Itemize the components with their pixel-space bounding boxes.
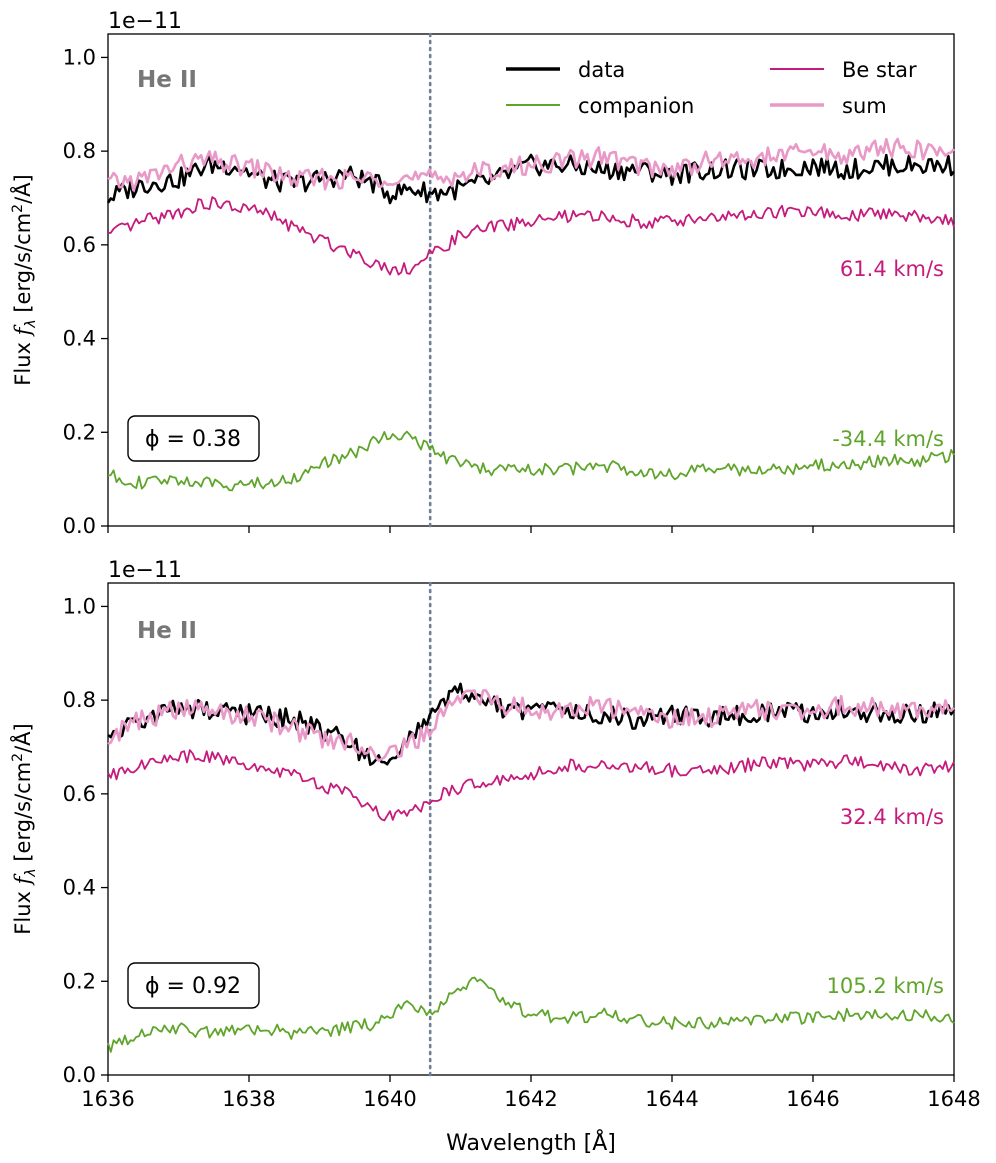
panel-bottom: 1e−11 0.0 0.2 0.4 0.6 0.8 1.0 1636 1638 1640 164… xyxy=(9,558,981,1111)
series-line-companion xyxy=(107,430,955,492)
x-ticks: 1636 1638 1640 1642 1644 1646 1648 xyxy=(81,1075,981,1111)
phase-box xyxy=(127,962,260,1009)
y-tick-label: 0.2 xyxy=(63,969,96,993)
x-tick-label: 1638 xyxy=(222,1087,275,1111)
legend: data Be star companion sum xyxy=(506,58,917,118)
y-ticks: 0.0 0.2 0.4 0.6 0.8 1.0 xyxy=(63,45,108,538)
y-axis-label-group: Flux fλ [erg/s/cm2/Å] xyxy=(9,723,39,934)
series-line-be-star xyxy=(107,749,955,822)
y-tick-label: 0.8 xyxy=(63,139,96,163)
panel-top: 1e−11 0.0 0.2 0.4 0.6 0.8 1.0 Flux fλ [erg/s/… xyxy=(9,9,956,538)
companion-velocity: 105.2 km/s xyxy=(827,974,944,998)
series-lines xyxy=(107,682,956,1053)
phase-label: ϕ = 0.92 xyxy=(145,974,241,999)
legend-companion-label: companion xyxy=(578,94,694,118)
x-ticks xyxy=(107,526,955,533)
phase-box xyxy=(127,415,260,462)
legend-data-label: data xyxy=(578,58,625,82)
y-tick-label: 0.4 xyxy=(63,876,96,900)
y-tick-label: 0.2 xyxy=(63,420,96,444)
x-tick-label: 1646 xyxy=(786,1087,839,1111)
y-ticks: 0.0 0.2 0.4 0.6 0.8 1.0 xyxy=(63,594,108,1087)
y-tick-label: 0.8 xyxy=(63,688,96,712)
x-tick-label: 1648 xyxy=(927,1087,980,1111)
phase-label: ϕ = 0.38 xyxy=(145,427,241,452)
offset-text: 1e−11 xyxy=(108,558,182,583)
legend-sum-label: sum xyxy=(842,94,887,118)
y-tick-label: 0.6 xyxy=(63,233,96,257)
x-tick-label: 1640 xyxy=(363,1087,416,1111)
series-line-sum xyxy=(107,137,956,192)
y-tick-label: 0.6 xyxy=(63,782,96,806)
series-line-sum xyxy=(107,689,955,762)
x-axis-label: Wavelength [Å] xyxy=(446,1129,616,1156)
line-label-he-ii: He II xyxy=(137,67,197,93)
series-line-data xyxy=(107,682,956,767)
y-axis-label: Flux fλ [erg/s/cm2/Å] xyxy=(9,174,39,385)
y-tick-label: 1.0 xyxy=(63,45,96,69)
y-tick-label: 1.0 xyxy=(63,594,96,618)
series-line-be-star xyxy=(107,196,955,276)
legend-be-star-label: Be star xyxy=(842,58,917,82)
line-label-he-ii: He II xyxy=(137,618,197,644)
y-tick-label: 0.0 xyxy=(63,1063,96,1087)
x-tick-label: 1642 xyxy=(504,1087,557,1111)
y-axis-label-group: Flux fλ [erg/s/cm2/Å] xyxy=(9,174,39,385)
y-axis-label: Flux fλ [erg/s/cm2/Å] xyxy=(9,723,39,934)
x-tick-label: 1644 xyxy=(645,1087,698,1111)
be-star-velocity: 61.4 km/s xyxy=(840,257,944,281)
series-line-companion xyxy=(107,976,955,1053)
x-tick-label: 1636 xyxy=(81,1087,134,1111)
y-tick-label: 0.4 xyxy=(63,327,96,351)
offset-text: 1e−11 xyxy=(108,9,182,34)
companion-velocity: -34.4 km/s xyxy=(832,427,944,451)
series-lines xyxy=(106,137,956,492)
be-star-velocity: 32.4 km/s xyxy=(840,805,944,829)
series-line-data xyxy=(106,153,956,205)
y-tick-label: 0.0 xyxy=(63,514,96,538)
